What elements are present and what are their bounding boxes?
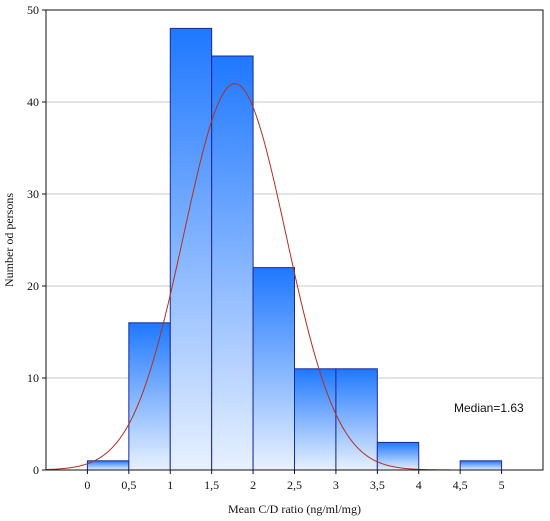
y-tick-label-4: 40 (27, 95, 39, 109)
histogram-bar-2 (169, 27, 213, 471)
histogram-bar-7 (376, 441, 420, 471)
y-tick-label-3: 30 (27, 187, 39, 201)
y-tick-label-0: 0 (33, 463, 39, 477)
x-tick-label-4: 2 (250, 478, 256, 492)
x-tick-label-2: 1 (167, 478, 173, 492)
histogram-bar-3 (211, 55, 254, 471)
x-tick-label-3: 1,5 (204, 478, 219, 492)
histogram-bar-1 (128, 322, 171, 471)
histogram-bar-6 (335, 368, 378, 471)
histogram-bar-5 (294, 368, 337, 471)
median-annotation: Median=1.63 (454, 401, 524, 415)
x-axis-title: Mean C/D ratio (ng/ml/mg) (228, 502, 361, 516)
x-tick-label-7: 3,5 (370, 478, 385, 492)
x-tick-label-9: 4,5 (453, 478, 468, 492)
x-tick-label-8: 4 (416, 478, 422, 492)
x-tick-label-6: 3 (333, 478, 339, 492)
histogram-bars (86, 27, 503, 471)
histogram-bar-9 (459, 460, 503, 471)
y-tick-label-5: 50 (27, 3, 39, 17)
x-tick-label-0: 0 (84, 478, 90, 492)
x-tick-label-10: 5 (499, 478, 505, 492)
y-axis-title: Number od persons (2, 193, 16, 287)
x-tick-label-1: 0,5 (121, 478, 136, 492)
y-tick-label-1: 10 (27, 371, 39, 385)
y-tick-label-2: 20 (27, 279, 39, 293)
histogram-bar-0 (86, 460, 130, 471)
x-tick-label-5: 2,5 (287, 478, 302, 492)
histogram-bar-4 (252, 267, 295, 471)
tick-labels: 0 10 20 30 40 50 0 0,5 1 1,5 2 2,5 3 3,5 4 4,5 5 (27, 3, 505, 492)
